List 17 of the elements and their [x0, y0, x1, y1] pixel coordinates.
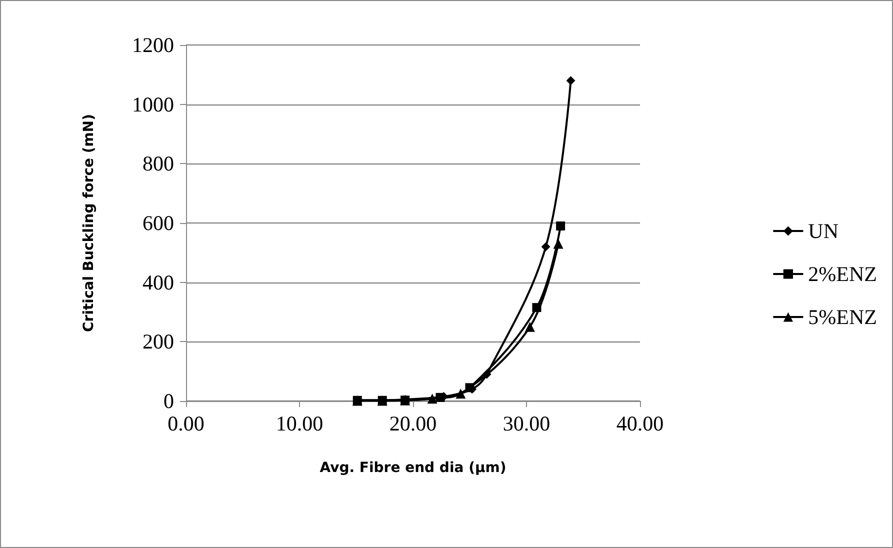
y-tick-label: 0	[164, 389, 174, 413]
y-tick-label: 600	[142, 211, 174, 235]
y-axis-title: Critical Buckling force (mN)	[81, 114, 97, 332]
x-axis-title: Avg. Fibre end dia (µm)	[320, 460, 506, 476]
x-tick-label: 30.00	[502, 412, 550, 436]
legend-label: 5%ENZ	[808, 305, 878, 329]
y-tick-label: 200	[142, 330, 174, 354]
y-tick-label: 1000	[132, 92, 174, 116]
x-tick-label: 10.00	[276, 412, 324, 436]
x-tick-label: 20.00	[389, 412, 437, 436]
legend-label: UN	[808, 219, 839, 243]
legend-label: 2%ENZ	[808, 262, 878, 286]
y-tick-label: 400	[142, 270, 174, 294]
y-tick-label: 800	[142, 152, 174, 176]
y-tick-label: 1200	[132, 33, 174, 57]
x-tick-label: 40.00	[616, 412, 664, 436]
x-tick-label: 0.00	[168, 412, 204, 436]
